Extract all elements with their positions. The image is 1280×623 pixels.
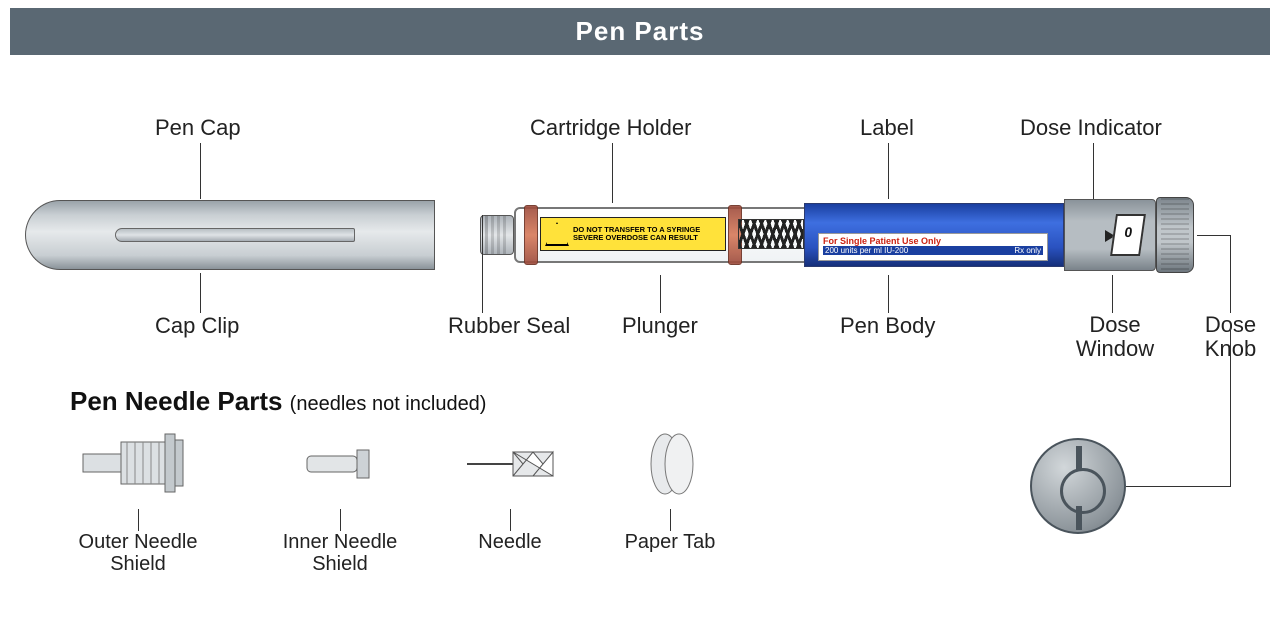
paper-tab-icon bbox=[625, 428, 715, 498]
warning-icon bbox=[545, 222, 569, 246]
header-title: Pen Parts bbox=[576, 16, 705, 46]
leader bbox=[660, 275, 661, 313]
pen-cap bbox=[25, 200, 435, 270]
o-ring bbox=[524, 205, 538, 265]
leader bbox=[1230, 324, 1231, 487]
leader bbox=[1112, 275, 1113, 313]
pen-label-line2: 200 units per ml IU-200 Rx only bbox=[823, 246, 1043, 255]
cap-clip bbox=[115, 228, 355, 242]
needle-heading: Pen Needle Parts (needles not included) bbox=[70, 386, 486, 417]
knob-slot bbox=[1076, 446, 1082, 470]
dose-knob-end-view bbox=[1030, 438, 1126, 534]
label-inner-shield: Inner Needle Shield bbox=[270, 531, 410, 575]
paper-tab: Paper Tab bbox=[610, 428, 730, 553]
leader bbox=[510, 509, 511, 531]
inner-needle-shield: Inner Needle Shield bbox=[270, 428, 410, 575]
leader bbox=[888, 143, 889, 199]
label-dose-window: Dose Window bbox=[1075, 313, 1155, 361]
leader bbox=[482, 215, 483, 313]
plunger-spring bbox=[738, 219, 804, 249]
rubber-seal bbox=[480, 215, 514, 255]
label-paper-tab: Paper Tab bbox=[610, 531, 730, 553]
leader bbox=[888, 275, 889, 313]
label-plunger: Plunger bbox=[622, 313, 698, 339]
leader bbox=[200, 143, 201, 199]
label-needle: Needle bbox=[450, 531, 570, 553]
dose-knob bbox=[1156, 197, 1194, 273]
pen-barrel: DO NOT TRANSFER TO A SYRINGE SEVERE OVER… bbox=[480, 197, 1210, 273]
pen-label-units: 200 units per ml IU-200 bbox=[825, 246, 908, 255]
needle-parts-row: Outer Needle Shield Inner Needle Shield … bbox=[55, 428, 755, 598]
warning-text: DO NOT TRANSFER TO A SYRINGE SEVERE OVER… bbox=[573, 226, 700, 243]
needle-title: Pen Needle Parts bbox=[70, 386, 282, 416]
leader bbox=[670, 509, 671, 531]
label-rubber-seal: Rubber Seal bbox=[448, 313, 570, 339]
label-cartridge-holder: Cartridge Holder bbox=[530, 115, 691, 141]
header-bar: Pen Parts bbox=[10, 8, 1270, 55]
pen-diagram: Pen Cap Cartridge Holder Label Dose Indi… bbox=[0, 55, 1280, 395]
warning-line2: SEVERE OVERDOSE CAN RESULT bbox=[573, 234, 700, 242]
dose-section: 0 bbox=[1064, 199, 1156, 271]
leader bbox=[138, 509, 139, 531]
leader bbox=[1230, 235, 1231, 313]
label-pen-body: Pen Body bbox=[840, 313, 935, 339]
pen-label-line1: For Single Patient Use Only bbox=[823, 236, 1043, 246]
inner-shield-icon bbox=[285, 428, 395, 498]
leader bbox=[340, 509, 341, 531]
knob-slot bbox=[1076, 506, 1082, 530]
leader bbox=[1197, 235, 1230, 236]
leader bbox=[612, 143, 613, 203]
pen-label-rx: Rx only bbox=[1014, 246, 1041, 255]
label-outer-shield: Outer Needle Shield bbox=[63, 531, 213, 575]
outer-shield-icon bbox=[73, 428, 203, 498]
leader bbox=[1126, 486, 1230, 487]
outer-needle-shield: Outer Needle Shield bbox=[63, 428, 213, 575]
label-label: Label bbox=[860, 115, 914, 141]
needle: Needle bbox=[450, 428, 570, 553]
label-pen-cap: Pen Cap bbox=[155, 115, 241, 141]
needle-icon bbox=[455, 428, 565, 498]
pen-body-label: For Single Patient Use Only 200 units pe… bbox=[818, 233, 1048, 261]
leader bbox=[200, 273, 201, 313]
dose-value: 0 bbox=[1123, 224, 1133, 240]
needle-subtitle: (needles not included) bbox=[290, 393, 487, 415]
warning-label: DO NOT TRANSFER TO A SYRINGE SEVERE OVER… bbox=[540, 217, 726, 251]
dose-window: 0 bbox=[1110, 214, 1146, 256]
label-cap-clip: Cap Clip bbox=[155, 313, 239, 339]
label-dose-indicator: Dose Indicator bbox=[1020, 115, 1162, 141]
